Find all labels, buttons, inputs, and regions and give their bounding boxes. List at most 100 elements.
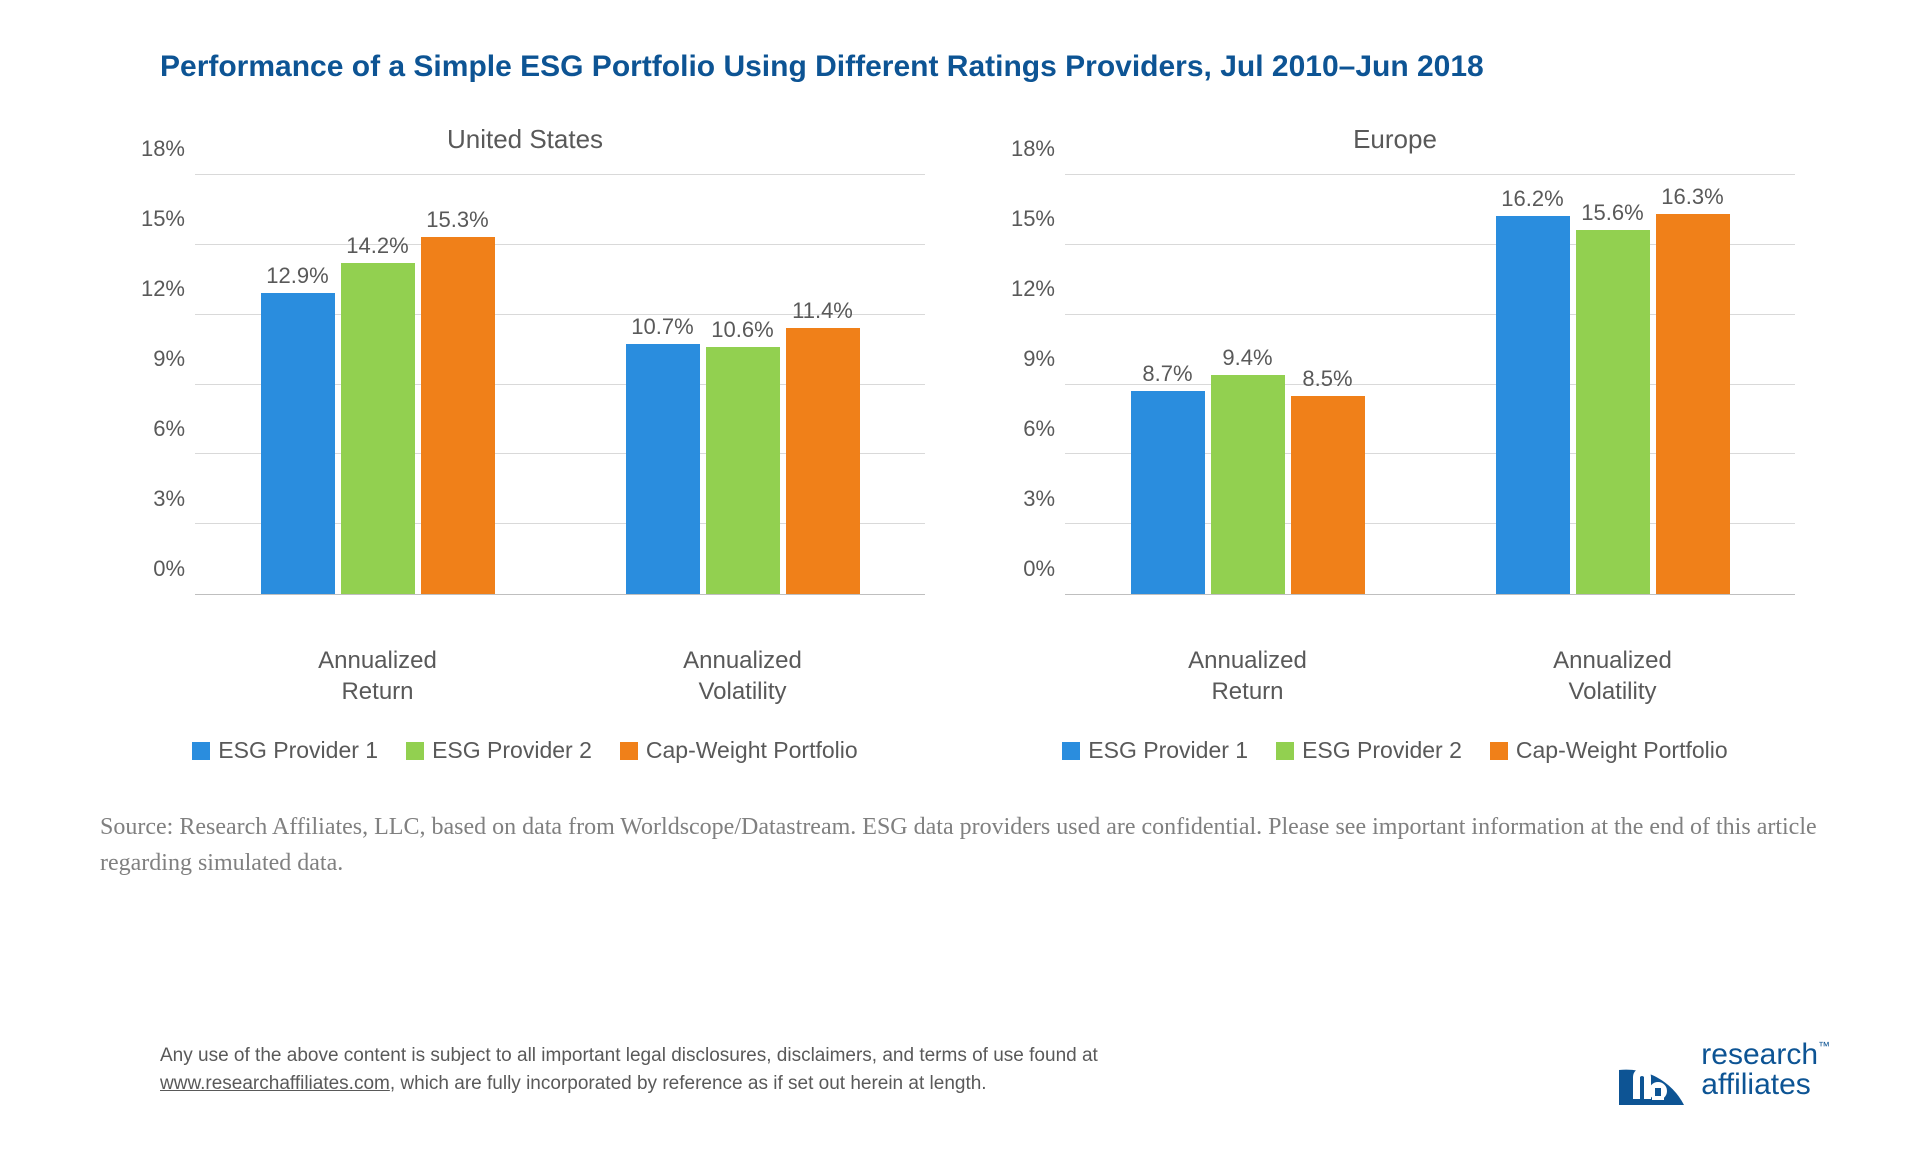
legend-label: ESG Provider 1 <box>1088 737 1248 764</box>
y-axis: 0%3%6%9%12%15%18% <box>995 175 1065 595</box>
legend: ESG Provider 1 ESG Provider 2 Cap-Weight P… <box>995 737 1795 764</box>
logo-icon <box>1619 1035 1689 1105</box>
bar-wrap: 8.7% <box>1131 361 1205 594</box>
bar-value-label: 12.9% <box>266 263 328 289</box>
bar <box>1291 396 1365 594</box>
legend-swatch <box>1490 742 1508 760</box>
legend-label: Cap-Weight Portfolio <box>646 737 858 764</box>
y-tick-label: 15% <box>141 206 185 232</box>
source-note: Source: Research Affiliates, LLC, based … <box>90 809 1830 881</box>
bar-wrap: 10.6% <box>706 317 780 594</box>
legend-label: ESG Provider 1 <box>218 737 378 764</box>
y-tick-label: 18% <box>141 136 185 162</box>
y-tick-label: 6% <box>1023 416 1055 442</box>
legend-swatch <box>620 742 638 760</box>
y-tick-label: 18% <box>1011 136 1055 162</box>
bar-value-label: 11.4% <box>792 298 853 324</box>
bar-wrap: 8.5% <box>1291 366 1365 594</box>
chart-panel-us: United States 0% 3% 6% 9% 12% 15% 18% 12.9% 14.… <box>125 124 925 764</box>
bar-wrap: 14.2% <box>341 233 415 594</box>
legend-item: ESG Provider 1 <box>1062 737 1248 764</box>
legend-swatch <box>1062 742 1080 760</box>
x-label: AnnualizedVolatility <box>560 645 925 707</box>
plot-region: 12.9% 14.2% 15.3% 10.7% 10.6% 11.4% <box>195 175 925 595</box>
disclaimer-text: Any use of the above content is subject … <box>90 1042 1240 1099</box>
y-tick-label: 0% <box>153 556 185 582</box>
disclaimer-line1: Any use of the above content is subject … <box>160 1045 1098 1066</box>
y-tick-label: 12% <box>1011 276 1055 302</box>
legend-swatch <box>406 742 424 760</box>
legend-item: ESG Provider 2 <box>1276 737 1462 764</box>
bar <box>1211 375 1285 594</box>
legend-item: Cap-Weight Portfolio <box>1490 737 1728 764</box>
x-label: AnnualizedVolatility <box>1430 645 1795 707</box>
x-axis-labels: AnnualizedReturn AnnualizedVolatility <box>1065 645 1795 707</box>
y-tick-label: 9% <box>153 346 185 372</box>
legend-item: ESG Provider 2 <box>406 737 592 764</box>
chart-main-title: Performance of a Simple ESG Portfolio Us… <box>90 50 1830 84</box>
chart-plot-area: 0%3%6%9%12%15%18% 12.9%14.2%15.3%10.7%10… <box>125 175 925 635</box>
bar-wrap: 16.2% <box>1496 186 1570 594</box>
legend: ESG Provider 1 ESG Provider 2 Cap-Weight P… <box>125 737 925 764</box>
footer: Any use of the above content is subject … <box>90 1035 1830 1105</box>
y-tick-label: 9% <box>1023 346 1055 372</box>
bar <box>421 237 495 594</box>
bar-value-label: 8.7% <box>1142 361 1192 387</box>
y-tick-label: 3% <box>1023 486 1055 512</box>
x-label: AnnualizedReturn <box>1065 645 1430 707</box>
chart-subtitle: Europe <box>995 124 1795 155</box>
disclaimer-link[interactable]: www.researchaffiliates.com <box>160 1073 390 1094</box>
y-tick-label: 6% <box>153 416 185 442</box>
legend-swatch <box>1276 742 1294 760</box>
chart-panel-europe: Europe 0% 3% 6% 9% 12% 15% 18% 8.7% 9.4% 8.5% 16.… <box>995 124 1795 764</box>
bar-value-label: 8.5% <box>1302 366 1352 392</box>
y-tick-label: 0% <box>1023 556 1055 582</box>
plot-region: 8.7% 9.4% 8.5% 16.2% 15.6% 16.3% <box>1065 175 1795 595</box>
bar <box>626 344 700 594</box>
legend-item: ESG Provider 1 <box>192 737 378 764</box>
bar-value-label: 16.2% <box>1501 186 1563 212</box>
y-tick-label: 3% <box>153 486 185 512</box>
bar <box>1656 214 1730 594</box>
bar <box>1131 391 1205 594</box>
bar-group: 16.2% 15.6% 16.3% <box>1430 175 1795 594</box>
bar-wrap: 10.7% <box>626 314 700 594</box>
bar-value-label: 15.3% <box>426 207 488 233</box>
research-affiliates-logo: research™ affiliates <box>1619 1035 1830 1105</box>
bar-value-label: 15.6% <box>1581 200 1643 226</box>
bar-wrap: 12.9% <box>261 263 335 594</box>
bar-wrap: 11.4% <box>786 298 860 594</box>
bar-wrap: 16.3% <box>1656 184 1730 594</box>
bar <box>1576 230 1650 594</box>
charts-container: United States 0% 3% 6% 9% 12% 15% 18% 12.9% 14.… <box>90 124 1830 764</box>
bar-value-label: 9.4% <box>1222 345 1272 371</box>
bar-value-label: 14.2% <box>346 233 408 259</box>
bar <box>1496 216 1570 594</box>
bar-wrap: 15.3% <box>421 207 495 594</box>
bar-group: 8.7% 9.4% 8.5% <box>1065 175 1430 594</box>
legend-swatch <box>192 742 210 760</box>
bar-value-label: 10.7% <box>631 314 693 340</box>
bar-groups: 8.7% 9.4% 8.5% 16.2% 15.6% 16.3% <box>1065 175 1795 594</box>
chart-plot-area: 0%3%6%9%12%15%18% 8.7%9.4%8.5%16.2%15.6%… <box>995 175 1795 635</box>
x-axis-labels: AnnualizedReturn AnnualizedVolatility <box>195 645 925 707</box>
bar <box>706 347 780 594</box>
disclaimer-line2: , which are fully incorporated by refere… <box>390 1073 987 1094</box>
bar-value-label: 10.6% <box>711 317 773 343</box>
bar <box>261 293 335 594</box>
y-tick-label: 12% <box>141 276 185 302</box>
bar-group: 10.7% 10.6% 11.4% <box>560 175 925 594</box>
bar <box>341 263 415 594</box>
legend-label: ESG Provider 2 <box>432 737 592 764</box>
bar-group: 12.9% 14.2% 15.3% <box>195 175 560 594</box>
y-tick-label: 15% <box>1011 206 1055 232</box>
x-label: AnnualizedReturn <box>195 645 560 707</box>
logo-text: research™ affiliates <box>1701 1040 1830 1100</box>
bar-value-label: 16.3% <box>1661 184 1723 210</box>
bar <box>786 328 860 594</box>
bar-wrap: 9.4% <box>1211 345 1285 594</box>
chart-subtitle: United States <box>125 124 925 155</box>
legend-item: Cap-Weight Portfolio <box>620 737 858 764</box>
legend-label: Cap-Weight Portfolio <box>1516 737 1728 764</box>
bar-groups: 12.9% 14.2% 15.3% 10.7% 10.6% 11.4% <box>195 175 925 594</box>
